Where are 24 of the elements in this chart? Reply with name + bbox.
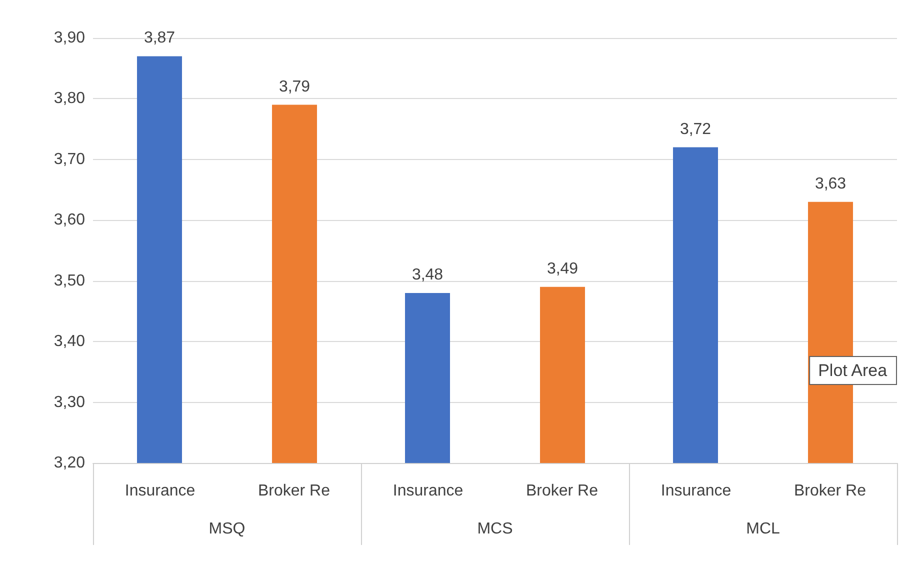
text: Insurance (660, 482, 732, 500)
y-tick-label: 3,20 (54, 454, 86, 472)
data-label: 3,87 (144, 30, 176, 47)
series-label: Broker Re (258, 482, 330, 500)
series-label: Insurance (392, 482, 464, 500)
y-tick-label: 3,90 (54, 30, 86, 46)
data-label: 3,79 (278, 78, 310, 96)
y-tick-label: 3,60 (54, 212, 86, 229)
data-label: 3,63 (814, 175, 846, 192)
data-label: 3,48 (412, 266, 444, 284)
x-tick-label: MSQ (208, 520, 246, 538)
text: Broker Re (526, 482, 598, 500)
annotation: Plot Area (818, 361, 888, 380)
y-tick-label: 3,30 (54, 394, 86, 411)
y-tick-label: 3,70 (54, 150, 86, 168)
text: Broker Re (794, 482, 866, 500)
text: Insurance (124, 482, 196, 500)
y-tick-label: 3,80 (54, 90, 86, 108)
y-tick-label: 3,50 (54, 272, 86, 290)
x-tick-label: MCS (477, 520, 513, 538)
x-tick-label: MCL (746, 520, 780, 538)
data-label: 3,72 (680, 120, 712, 138)
y-tick-label: 3,40 (54, 333, 86, 350)
data-label: 3,49 (546, 260, 578, 278)
